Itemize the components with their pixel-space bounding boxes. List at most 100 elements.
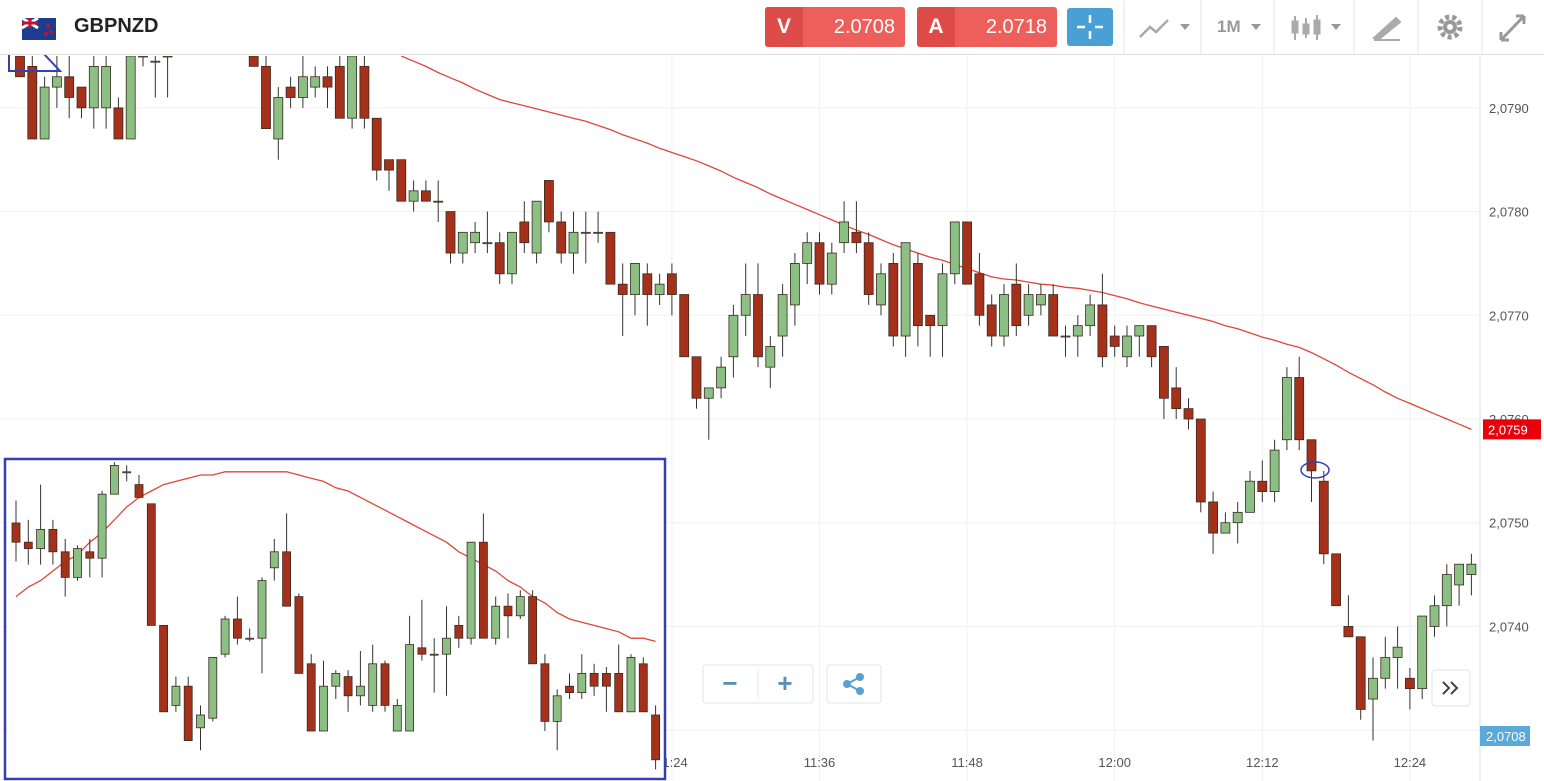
bid-button[interactable]: V 2.0708 [765,7,905,47]
candle-body [974,273,985,316]
candle-body [691,356,702,399]
candle-body [445,211,456,254]
candle-body [900,242,911,337]
zoom-in[interactable]: + [777,668,792,698]
candle-body [1392,646,1403,658]
candle-body [162,56,173,58]
x-tick-label: 11:36 [804,755,836,770]
candle-body [544,180,554,223]
candle-body [651,714,660,761]
candle-body [814,242,825,285]
candle-body [1195,418,1206,503]
candle-body [294,596,304,674]
candle-body [11,522,21,543]
ask-price: 2.0718 [985,16,1047,38]
candle-body [552,695,562,722]
y-tick-label: 2,0770 [1489,308,1529,323]
candle-body [183,685,193,742]
y-tick-label: 2,0750 [1489,516,1529,531]
zoom-out[interactable]: − [722,668,737,698]
candle-body [1122,335,1132,358]
candle-body [134,484,144,498]
candle-body [503,605,513,617]
crosshair-button[interactable] [1067,8,1113,46]
candle-body [27,65,38,140]
candle-body [113,107,124,140]
candle-body [429,653,439,656]
candle-body [125,56,136,140]
separators [1123,0,1483,55]
candle-body [1294,377,1305,441]
candle-body [1085,304,1095,327]
candle-body [64,76,75,98]
scroll-button[interactable] [1431,669,1471,707]
candle-body [331,673,341,687]
dropdown-arrows [1180,24,1341,30]
draw-icon[interactable] [1372,16,1402,42]
candle-body [273,97,284,140]
last-price-tag [1480,726,1530,746]
candle-body [60,551,70,578]
candle-body [1306,439,1317,472]
candle-body [159,625,169,713]
candle-body [85,551,95,559]
candle-body [605,231,616,285]
candle-body [491,605,501,639]
candle-body [347,56,358,119]
candle-body [888,263,899,337]
candle-body [1134,325,1145,337]
bid-price: 2.0708 [833,16,895,38]
candle-body [1331,553,1341,607]
fullscreen-icon[interactable] [1499,14,1526,42]
chart-type-icon[interactable] [1139,19,1169,38]
candle-body [171,685,181,706]
candle-body [466,541,476,639]
candle-body [408,190,419,202]
candle-body [322,76,333,88]
candle-body [1146,325,1157,358]
settings-icon[interactable] [1437,14,1463,40]
candle-body [36,529,45,550]
candle-body [568,231,579,254]
candle-body [1183,408,1194,420]
y-tick-label: 2,0740 [1489,619,1529,634]
candle-body [1109,335,1120,347]
share-button[interactable] [826,664,882,704]
candle-body [642,273,653,295]
x-tick-label: 12:00 [1098,755,1131,770]
candle-body [519,221,530,244]
candle-body [88,65,99,109]
candle-body [765,345,776,368]
candle-body [334,65,345,119]
drawing-ellipse[interactable] [1300,461,1330,479]
candle-body [396,159,407,202]
candle-body [753,294,763,358]
candle-body [359,65,370,119]
candle-body [863,242,874,295]
candle-body [208,657,218,719]
candle-body [528,596,537,665]
candle-body [667,273,677,295]
candle-body [470,231,481,244]
candle-body [531,200,542,254]
candle-body [269,551,279,569]
candle-body [433,200,444,203]
ask-button[interactable]: A 2.0718 [917,7,1057,47]
candle-body [297,76,308,98]
candle-body [196,714,205,729]
candle-body [122,471,132,474]
x-tick-label: 12:12 [1246,755,1279,770]
candle-body [777,294,788,337]
timeframe[interactable]: 1M [1217,17,1241,36]
price-tag [1483,419,1541,440]
candle-body [1282,377,1292,441]
candle-body [478,541,488,639]
candle-body [494,242,505,275]
candle-body [310,76,321,88]
candle-body [1220,522,1231,534]
candle-body [515,596,525,617]
candle-body [110,464,119,495]
candle-icon[interactable] [1291,15,1321,40]
candle-body [138,56,148,58]
